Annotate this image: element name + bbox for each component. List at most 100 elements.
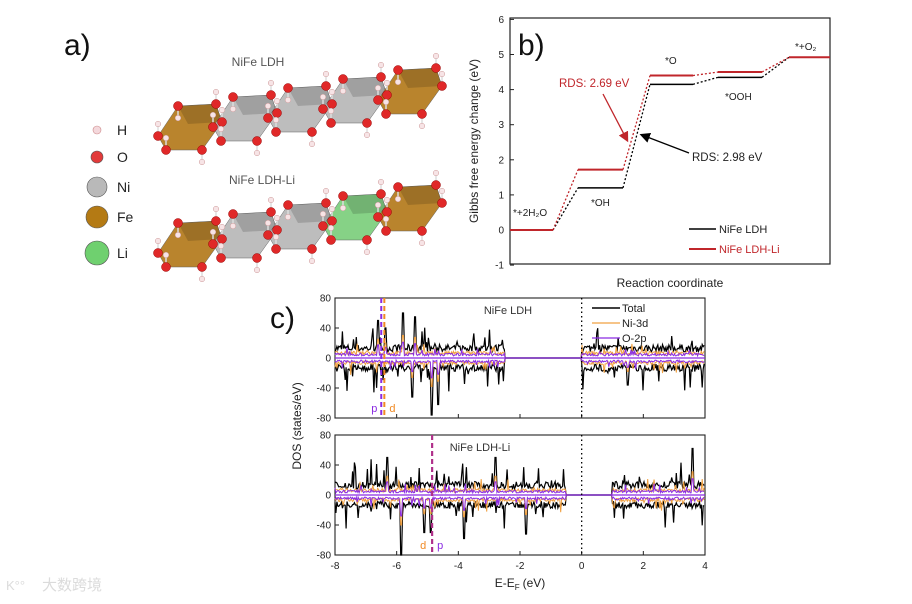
step-label: *O [665, 56, 677, 67]
hydrogen-atom [212, 88, 220, 96]
step-label: *OOH [725, 92, 752, 103]
hydrogen-atom [229, 222, 237, 230]
y-tick-label: -40 [317, 521, 332, 532]
oxygen-atom [393, 65, 403, 75]
panel-c-dos-chart: c) DOS (states/eV) E-EF (eV) 80400-40-80N… [270, 294, 708, 593]
oxygen-atom [161, 145, 171, 155]
hydrogen-atom [363, 131, 371, 139]
hydrogen-atom [328, 88, 336, 96]
legend-atom-ni-icon [86, 176, 108, 198]
step-connector [761, 56, 790, 78]
oxygen-atom [252, 136, 262, 146]
oxygen-atom [437, 81, 447, 91]
band-center-p-label: p [437, 540, 443, 552]
oxygen-atom [437, 198, 447, 208]
oxygen-atom [197, 262, 207, 272]
y-tick-label: 0 [498, 226, 504, 237]
arrow-rds-li [602, 93, 629, 143]
octahedron-shade [398, 185, 442, 205]
x-tick-label: 4 [702, 561, 708, 572]
oxygen-atom [431, 180, 441, 190]
oxygen-atom [327, 216, 337, 226]
y-tick-label: -80 [317, 551, 332, 562]
oxygen-atom [271, 244, 281, 254]
step-label: *+O₂ [795, 42, 817, 53]
hydrogen-atom [267, 196, 275, 204]
dos-o2p-line-spin-up [334, 478, 705, 496]
hydrogen-atom [154, 237, 162, 245]
hydrogen-atom [284, 213, 292, 221]
y-tick-label: 0 [325, 354, 331, 365]
octahedron-shade [288, 86, 332, 106]
hydrogen-atom [162, 251, 170, 259]
arrow-rds-ldh [639, 132, 690, 154]
legend-label-h: H [117, 122, 127, 138]
hydrogen-atom [319, 210, 327, 218]
oxygen-atom [362, 118, 372, 128]
oxygen-atom [272, 108, 282, 118]
oxygen-atom [173, 218, 183, 228]
hydrogen-atom [174, 114, 182, 122]
y-tick-label: 3 [498, 120, 504, 131]
hydrogen-atom [438, 187, 446, 195]
legend: Total Ni-3d O-2p [592, 303, 648, 345]
oxygen-atom [161, 262, 171, 272]
oxygen-atom [307, 244, 317, 254]
x-tick-label: -2 [516, 561, 525, 572]
hydrogen-atom [198, 158, 206, 166]
hydrogen-atom [284, 96, 292, 104]
hydrogen-atom [374, 84, 382, 92]
oxygen-atom [307, 127, 317, 137]
hydrogen-atom [308, 257, 316, 265]
hydrogen-atom [322, 187, 330, 195]
oxygen-atom [153, 131, 163, 141]
oxygen-atom [376, 189, 386, 199]
oxygen-atom [338, 74, 348, 84]
legend-label-fe: Fe [117, 209, 134, 225]
oxygen-atom [252, 253, 262, 263]
y-tick-label: 0 [325, 491, 331, 502]
hydrogen-atom [327, 224, 335, 232]
oxygen-atom [153, 248, 163, 258]
hydrogen-atom [319, 93, 327, 101]
octahedron-shade [178, 104, 222, 124]
legend-label-li: Li [117, 245, 128, 261]
hydrogen-atom [209, 228, 217, 236]
atom-legend: HO Ni Fe Li [84, 122, 134, 266]
y-tick-label: 80 [320, 294, 332, 305]
oxygen-atom [338, 191, 348, 201]
band-center-d-label: d [389, 403, 395, 415]
oxygen-atom [326, 118, 336, 128]
hydrogen-atom [339, 87, 347, 95]
panel-a: a) NiFe LDH NiFe LDH-Li HO Ni Fe Li [64, 29, 447, 283]
hydrogen-atom [272, 116, 280, 124]
y-tick-label: 6 [498, 15, 504, 26]
legend-atom-fe-icon [85, 205, 109, 229]
oxygen-atom [376, 72, 386, 82]
hydrogen-atom [273, 97, 281, 105]
oxygen-atom [318, 221, 328, 231]
x-tick-label: 0 [579, 561, 585, 572]
hydrogen-atom [264, 219, 272, 227]
subplot-title: NiFe LDH [484, 305, 532, 317]
oxygen-atom [431, 63, 441, 73]
oxygen-atom [197, 145, 207, 155]
y-tick-label: 40 [320, 324, 332, 335]
legend: NiFe LDH NiFe LDH-Li [689, 224, 780, 256]
legend-label-ldh-li: NiFe LDH-Li [719, 244, 780, 256]
plot-frame [509, 17, 831, 265]
hydrogen-atom [253, 149, 261, 157]
x-axis-label-unit: (eV) [523, 576, 546, 590]
dos-ni3d-line-spin-down [334, 357, 705, 387]
hydrogen-atom [383, 196, 391, 204]
x-tick-label: -6 [392, 561, 401, 572]
hydrogen-atom [438, 70, 446, 78]
step-label: *OH [591, 198, 610, 209]
hydrogen-atom [418, 122, 426, 130]
annotation-rds-ldh: RDS: 2.98 eV [692, 152, 763, 164]
hydrogen-atom [308, 140, 316, 148]
oxygen-atom [373, 95, 383, 105]
oxygen-atom [263, 113, 273, 123]
oxygen-atom [321, 81, 331, 91]
